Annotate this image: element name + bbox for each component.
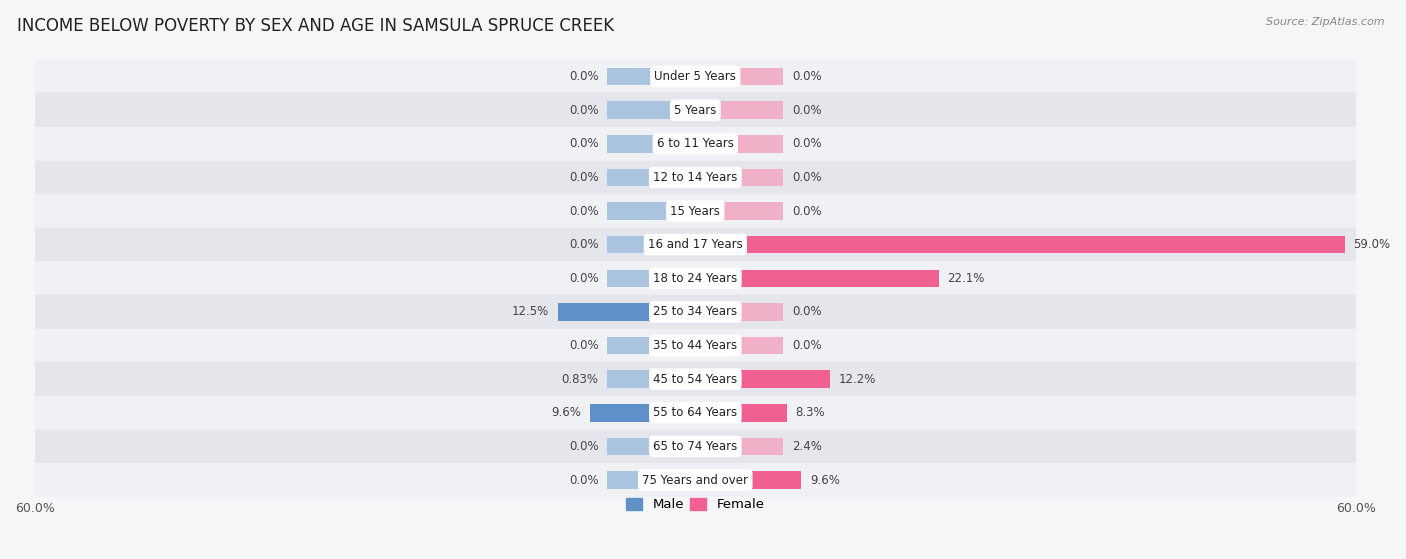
Text: 2.4%: 2.4% — [792, 440, 823, 453]
Bar — [35, 295, 1355, 329]
Bar — [696, 236, 1344, 253]
Text: 6 to 11 Years: 6 to 11 Years — [657, 138, 734, 150]
Bar — [607, 438, 696, 455]
Bar — [607, 68, 696, 86]
Bar — [696, 371, 783, 388]
Text: 0.0%: 0.0% — [792, 171, 821, 184]
Text: 15 Years: 15 Years — [671, 205, 720, 217]
Text: 12.5%: 12.5% — [512, 305, 548, 319]
Bar — [696, 101, 783, 119]
Text: 0.0%: 0.0% — [792, 339, 821, 352]
Text: 0.0%: 0.0% — [569, 473, 599, 486]
Bar — [607, 337, 696, 354]
Bar — [696, 269, 939, 287]
Text: INCOME BELOW POVERTY BY SEX AND AGE IN SAMSULA SPRUCE CREEK: INCOME BELOW POVERTY BY SEX AND AGE IN S… — [17, 17, 614, 35]
Text: 0.0%: 0.0% — [569, 103, 599, 117]
Bar — [35, 463, 1355, 497]
Bar — [35, 362, 1355, 396]
Bar — [696, 471, 783, 489]
Text: 0.0%: 0.0% — [569, 70, 599, 83]
Bar — [35, 329, 1355, 362]
Bar — [696, 169, 783, 186]
Bar — [35, 396, 1355, 429]
Legend: Male, Female: Male, Female — [620, 492, 770, 517]
Text: 22.1%: 22.1% — [948, 272, 984, 285]
Text: 12.2%: 12.2% — [838, 373, 876, 386]
Bar — [607, 471, 696, 489]
Text: 35 to 44 Years: 35 to 44 Years — [654, 339, 737, 352]
Bar — [607, 169, 696, 186]
Text: 0.0%: 0.0% — [569, 238, 599, 251]
Bar — [607, 202, 696, 220]
Text: 0.0%: 0.0% — [569, 205, 599, 217]
Bar — [696, 404, 783, 421]
Bar — [35, 429, 1355, 463]
Bar — [696, 202, 783, 220]
Text: 0.0%: 0.0% — [569, 440, 599, 453]
Bar — [35, 127, 1355, 160]
Bar — [607, 303, 696, 321]
Text: 0.0%: 0.0% — [792, 138, 821, 150]
Text: 16 and 17 Years: 16 and 17 Years — [648, 238, 742, 251]
Bar — [696, 303, 783, 321]
Text: Source: ZipAtlas.com: Source: ZipAtlas.com — [1267, 17, 1385, 27]
Bar — [696, 404, 787, 421]
Bar — [696, 68, 783, 86]
Text: 0.0%: 0.0% — [792, 70, 821, 83]
Bar — [696, 371, 830, 388]
Bar — [696, 236, 783, 253]
Text: 0.0%: 0.0% — [569, 138, 599, 150]
Bar — [607, 269, 696, 287]
Bar — [35, 60, 1355, 93]
Bar — [35, 93, 1355, 127]
Text: 25 to 34 Years: 25 to 34 Years — [654, 305, 737, 319]
Text: 0.83%: 0.83% — [561, 373, 599, 386]
Bar — [607, 101, 696, 119]
Text: 0.0%: 0.0% — [569, 272, 599, 285]
Bar — [558, 303, 696, 321]
Text: 55 to 64 Years: 55 to 64 Years — [654, 406, 737, 419]
Bar — [696, 438, 721, 455]
Bar — [35, 228, 1355, 262]
Text: Under 5 Years: Under 5 Years — [654, 70, 737, 83]
Text: 5 Years: 5 Years — [673, 103, 717, 117]
Text: 0.0%: 0.0% — [569, 171, 599, 184]
Bar — [696, 471, 801, 489]
Bar — [35, 160, 1355, 194]
Bar — [35, 194, 1355, 228]
Text: 9.6%: 9.6% — [551, 406, 581, 419]
Bar — [696, 438, 783, 455]
Bar — [696, 269, 783, 287]
Text: 0.0%: 0.0% — [569, 339, 599, 352]
Bar — [589, 404, 696, 421]
Text: 65 to 74 Years: 65 to 74 Years — [654, 440, 737, 453]
Text: 9.6%: 9.6% — [810, 473, 839, 486]
Text: 18 to 24 Years: 18 to 24 Years — [654, 272, 737, 285]
Text: 45 to 54 Years: 45 to 54 Years — [654, 373, 737, 386]
Bar — [686, 371, 696, 388]
Text: 12 to 14 Years: 12 to 14 Years — [654, 171, 738, 184]
Bar — [696, 337, 783, 354]
Bar — [607, 371, 696, 388]
Bar — [696, 135, 783, 153]
Bar — [607, 236, 696, 253]
Text: 75 Years and over: 75 Years and over — [643, 473, 748, 486]
Bar — [607, 404, 696, 421]
Bar — [607, 135, 696, 153]
Text: 0.0%: 0.0% — [792, 305, 821, 319]
Bar — [35, 262, 1355, 295]
Text: 0.0%: 0.0% — [792, 103, 821, 117]
Text: 59.0%: 59.0% — [1354, 238, 1391, 251]
Text: 8.3%: 8.3% — [796, 406, 825, 419]
Text: 0.0%: 0.0% — [792, 205, 821, 217]
